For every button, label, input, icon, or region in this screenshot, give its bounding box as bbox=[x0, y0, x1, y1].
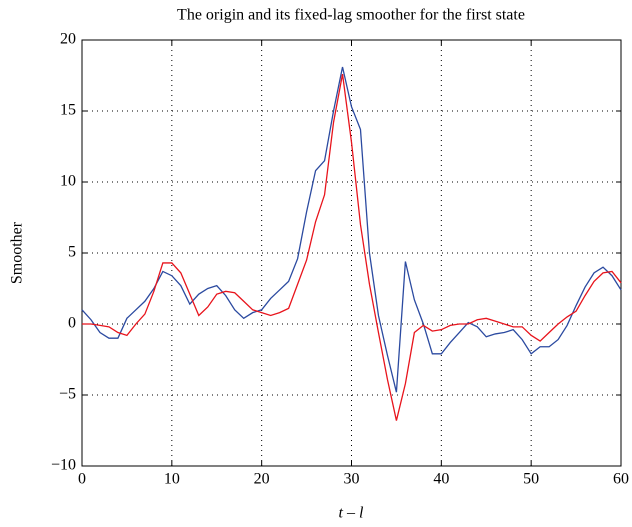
x-tick-label: 60 bbox=[613, 471, 629, 488]
series-line bbox=[82, 73, 622, 421]
y-tick-label: 5 bbox=[68, 244, 76, 261]
x-tick-label: 40 bbox=[433, 471, 449, 488]
y-tick-label: 10 bbox=[60, 173, 76, 190]
x-tick-label: 30 bbox=[344, 471, 360, 488]
y-axis-label: Smoother bbox=[9, 221, 26, 284]
series-line bbox=[81, 66, 622, 393]
y-tick-label: 15 bbox=[60, 102, 76, 119]
x-tick-label: 0 bbox=[78, 471, 86, 488]
x-tick-label: 20 bbox=[254, 471, 270, 488]
y-tick-label: −10 bbox=[51, 457, 76, 474]
y-tick-label: 20 bbox=[60, 31, 76, 48]
y-tick-label: 0 bbox=[68, 315, 76, 332]
chart-title: The origin and its fixed-lag smoother fo… bbox=[177, 7, 525, 24]
plot-frame bbox=[81, 39, 622, 467]
x-tick-label: 50 bbox=[523, 471, 539, 488]
y-tick-label: −5 bbox=[59, 386, 76, 403]
x-axis-label: t – l bbox=[339, 505, 364, 522]
x-tick-label: 10 bbox=[164, 471, 180, 488]
